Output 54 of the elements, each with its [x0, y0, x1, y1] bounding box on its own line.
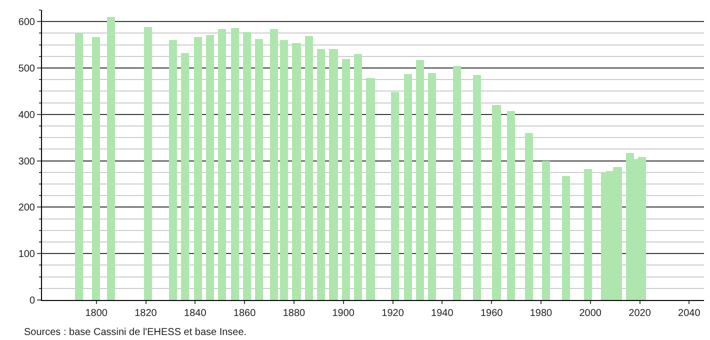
bar [305, 36, 313, 300]
x-tick-label: 2020 [628, 308, 652, 319]
bar [562, 176, 570, 300]
x-tick-label: 1820 [134, 308, 158, 319]
bar [75, 33, 83, 300]
bar [231, 28, 239, 300]
y-tick-label: 400 [18, 110, 36, 121]
bar [292, 43, 301, 300]
bar [206, 35, 214, 300]
x-tick-label: 1860 [233, 308, 256, 319]
x-tick-label: 1980 [530, 308, 553, 319]
bar [317, 49, 325, 300]
x-tick-label: 1840 [184, 308, 207, 319]
bar [542, 161, 550, 300]
y-tick-label: 300 [18, 156, 36, 168]
bar [92, 37, 100, 300]
bar [280, 40, 288, 300]
bar [169, 40, 177, 300]
bar [453, 66, 461, 300]
bar [342, 59, 350, 300]
x-tick-label: 2040 [678, 308, 701, 319]
y-tick-label: 200 [18, 202, 36, 214]
bar [243, 32, 251, 300]
bar [525, 133, 533, 300]
y-tick-label: 500 [18, 64, 36, 74]
x-tick-label: 1800 [85, 308, 108, 319]
y-tick-label: 100 [18, 249, 36, 260]
bar [144, 27, 152, 300]
bar [194, 37, 202, 300]
x-tick-label: 1880 [282, 308, 306, 319]
bar [492, 105, 501, 300]
bar [428, 73, 436, 300]
x-tick-label: 2000 [579, 308, 602, 319]
bar [354, 54, 362, 300]
bar [404, 74, 412, 300]
bar [391, 92, 399, 300]
bar [329, 49, 338, 300]
bar [181, 53, 189, 300]
x-tick-label: 1960 [480, 308, 504, 319]
bar [416, 60, 424, 300]
source-note: Sources : base Cassini de l'EHESS et base Insee. [24, 327, 247, 338]
bar [584, 169, 592, 300]
bar [107, 17, 115, 300]
x-tick-label: 1940 [431, 308, 454, 319]
bar [270, 29, 278, 300]
y-tick-label: 600 [18, 17, 36, 28]
bar [366, 78, 375, 300]
y-tick-label: 0 [29, 296, 36, 306]
x-tick-label: 1920 [382, 308, 404, 319]
x-tick-label: 1900 [332, 308, 355, 319]
bar [255, 39, 263, 300]
bar [218, 29, 226, 300]
bar [507, 111, 515, 300]
bar [473, 75, 481, 300]
